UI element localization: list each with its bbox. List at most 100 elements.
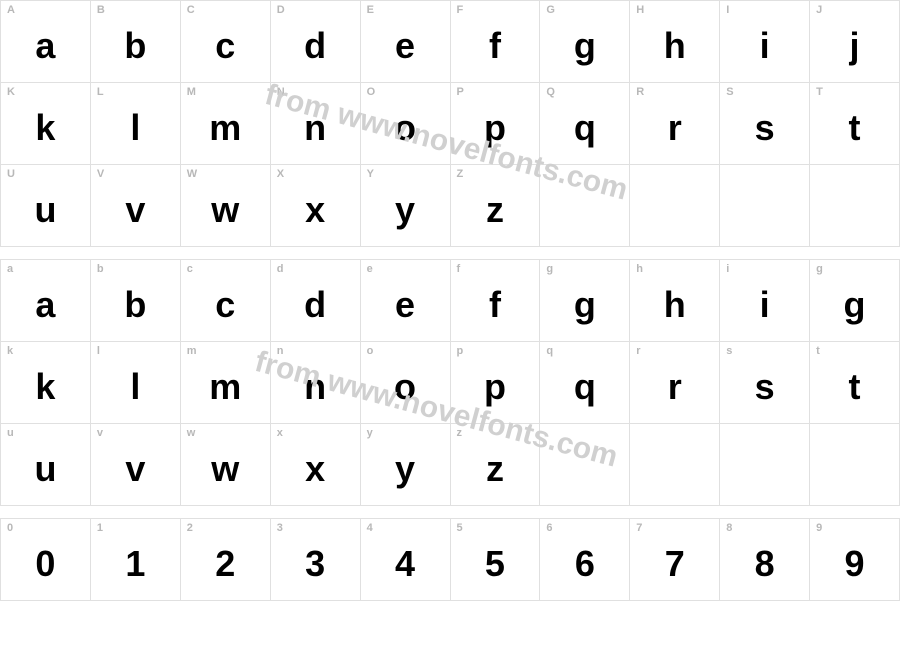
- cell-glyph: z: [486, 189, 504, 231]
- glyph-cell: ee: [361, 260, 451, 342]
- cell-label: v: [97, 427, 103, 439]
- glyph-cell: [630, 424, 720, 506]
- cell-label: a: [7, 263, 13, 275]
- cell-glyph: r: [668, 107, 682, 149]
- glyph-cell: ff: [451, 260, 541, 342]
- cell-label: D: [277, 4, 285, 16]
- cell-glyph: y: [395, 189, 415, 231]
- glyph-cell: qq: [540, 342, 630, 424]
- glyph-cell: [720, 165, 810, 247]
- glyph-cell: gg: [540, 260, 630, 342]
- cell-label: G: [546, 4, 555, 16]
- glyph-cell: Xx: [271, 165, 361, 247]
- cell-label: J: [816, 4, 822, 16]
- glyph-cell: Qq: [540, 83, 630, 165]
- cell-glyph: a: [35, 25, 55, 67]
- glyph-cell: Mm: [181, 83, 271, 165]
- glyph-cell: vv: [91, 424, 181, 506]
- cell-label: h: [636, 263, 643, 275]
- glyph-cell: zz: [451, 424, 541, 506]
- cell-glyph: w: [211, 448, 239, 490]
- cell-label: f: [457, 263, 461, 275]
- cell-label: 8: [726, 522, 732, 534]
- glyph-cell: 88: [720, 519, 810, 601]
- glyph-cell: Tt: [810, 83, 900, 165]
- cell-glyph: v: [125, 448, 145, 490]
- cell-label: 1: [97, 522, 103, 534]
- cell-glyph: b: [124, 25, 146, 67]
- cell-glyph: b: [124, 284, 146, 326]
- glyph-cell: Nn: [271, 83, 361, 165]
- glyph-cell: Ii: [720, 1, 810, 83]
- cell-label: z: [457, 427, 463, 439]
- glyph-cell: [810, 165, 900, 247]
- cell-glyph: u: [34, 189, 56, 231]
- cell-label: K: [7, 86, 15, 98]
- cell-label: O: [367, 86, 376, 98]
- glyph-cell: Vv: [91, 165, 181, 247]
- cell-label: 7: [636, 522, 642, 534]
- cell-label: H: [636, 4, 644, 16]
- glyph-cell: ii: [720, 260, 810, 342]
- cell-label: g: [816, 263, 823, 275]
- glyph-cell: oo: [361, 342, 451, 424]
- glyph-cell: Ll: [91, 83, 181, 165]
- cell-glyph: n: [304, 107, 326, 149]
- cell-glyph: f: [489, 284, 501, 326]
- cell-glyph: n: [304, 366, 326, 408]
- character-map: AaBbCcDdEeFfGgHhIiJjKkLlMmNnOoPpQqRrSsTt…: [0, 0, 911, 601]
- cell-glyph: t: [849, 366, 861, 408]
- cell-label: n: [277, 345, 284, 357]
- cell-glyph: s: [755, 366, 775, 408]
- glyph-cell: Uu: [1, 165, 91, 247]
- glyph-cell: gg: [810, 260, 900, 342]
- glyph-cell: Ss: [720, 83, 810, 165]
- cell-label: 6: [546, 522, 552, 534]
- glyph-cell: ss: [720, 342, 810, 424]
- glyph-cell: Yy: [361, 165, 451, 247]
- cell-label: o: [367, 345, 374, 357]
- cell-label: r: [636, 345, 640, 357]
- glyph-cell: uu: [1, 424, 91, 506]
- cell-glyph: o: [394, 107, 416, 149]
- cell-label: x: [277, 427, 283, 439]
- glyph-cell: [540, 165, 630, 247]
- cell-label: Z: [457, 168, 464, 180]
- cell-glyph: k: [35, 107, 55, 149]
- cell-label: U: [7, 168, 15, 180]
- cell-label: t: [816, 345, 820, 357]
- cell-label: S: [726, 86, 733, 98]
- cell-label: I: [726, 4, 729, 16]
- cell-label: d: [277, 263, 284, 275]
- cell-glyph: e: [395, 25, 415, 67]
- cell-label: M: [187, 86, 196, 98]
- cell-glyph: x: [305, 448, 325, 490]
- cell-label: 0: [7, 522, 13, 534]
- glyph-cell: Cc: [181, 1, 271, 83]
- cell-label: V: [97, 168, 104, 180]
- glyph-cell: Oo: [361, 83, 451, 165]
- glyph-cell: Kk: [1, 83, 91, 165]
- cell-glyph: s: [755, 107, 775, 149]
- glyph-cell: Pp: [451, 83, 541, 165]
- glyph-cell: Ww: [181, 165, 271, 247]
- cell-label: W: [187, 168, 197, 180]
- glyph-cell: 00: [1, 519, 91, 601]
- glyph-cell: 33: [271, 519, 361, 601]
- cell-glyph: 8: [755, 543, 775, 585]
- glyph-cell: Ff: [451, 1, 541, 83]
- glyph-cell: nn: [271, 342, 361, 424]
- glyph-cell: Rr: [630, 83, 720, 165]
- cell-glyph: q: [574, 107, 596, 149]
- cell-label: N: [277, 86, 285, 98]
- cell-label: L: [97, 86, 104, 98]
- glyph-cell: yy: [361, 424, 451, 506]
- glyph-grid: 00112233445566778899: [0, 518, 900, 601]
- cell-label: B: [97, 4, 105, 16]
- cell-glyph: f: [489, 25, 501, 67]
- cell-label: 2: [187, 522, 193, 534]
- glyph-cell: Gg: [540, 1, 630, 83]
- cell-label: e: [367, 263, 373, 275]
- cell-glyph: h: [664, 284, 686, 326]
- cell-label: b: [97, 263, 104, 275]
